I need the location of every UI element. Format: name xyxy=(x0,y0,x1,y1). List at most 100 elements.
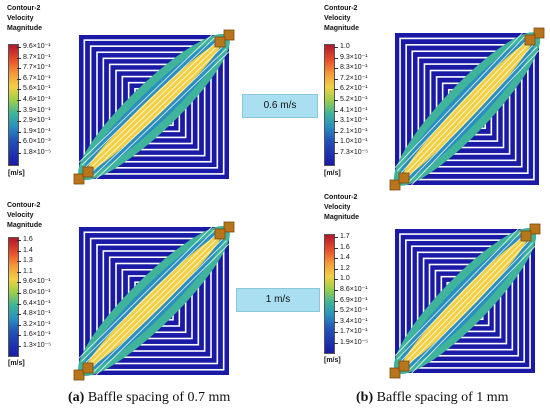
baffle-ring xyxy=(83,39,225,175)
jet-baffle-line xyxy=(408,242,534,371)
jet-baffle-line xyxy=(81,229,216,362)
jet-group xyxy=(393,228,537,374)
legend-title: Contour-2 Velocity Magnitude xyxy=(324,4,359,34)
caption-letter: (b) xyxy=(356,390,374,405)
velocity-contour-plot xyxy=(73,29,235,185)
baffle-ring xyxy=(89,45,219,169)
legend-tick-label: 6.0×10⁻³ xyxy=(16,137,51,148)
legend-tick-label: 1.2 xyxy=(333,264,368,275)
jet-baffle-line xyxy=(396,35,526,172)
baffle-ring xyxy=(96,51,212,163)
baffle-ring xyxy=(405,239,525,363)
jet-baffle-line xyxy=(95,243,230,376)
legend-tick-label: 1.4 xyxy=(16,246,51,257)
port-marker xyxy=(214,36,226,48)
legend-title-line: Velocity xyxy=(324,15,351,22)
legend-unit: [m/s] xyxy=(324,170,341,177)
port-marker xyxy=(73,173,85,185)
velocity-contour-plot xyxy=(389,27,545,191)
legend-tick-label: 3.4×10⁻¹ xyxy=(333,317,368,328)
legend-unit: [m/s] xyxy=(8,360,25,367)
legend-tick-label: 3.9×10⁻¹ xyxy=(16,106,51,117)
port-marker xyxy=(533,27,545,39)
legend-title-line: Velocity xyxy=(324,204,351,211)
jet-baffle-line xyxy=(92,240,227,373)
legend-unit: [m/s] xyxy=(8,170,25,177)
velocity-contour-plot xyxy=(389,223,541,379)
legend-tick-label: 5.2×10⁻¹ xyxy=(333,306,368,317)
velocity-contour-plot xyxy=(73,221,235,381)
legend-ticks: 9.6×10⁻¹ 8.7×10⁻¹ 7.7×10⁻¹ 6.7×10⁻¹ 5.6×10⁻¹… xyxy=(16,42,51,159)
legend-title: Contour-2 Velocity Magnitude xyxy=(324,193,359,223)
legend-tick-label: 5.6×10⁻¹ xyxy=(16,84,51,95)
baffle-ring xyxy=(429,69,505,149)
jet-baffle-line xyxy=(405,239,531,368)
port-marker xyxy=(529,223,541,235)
legend-tick-label: 1.6 xyxy=(16,235,51,246)
baffle-ring xyxy=(115,69,193,145)
jet-baffle-line xyxy=(393,32,523,169)
baffle-ring xyxy=(115,262,193,340)
jet-baffle-line xyxy=(411,49,541,186)
port-marker xyxy=(389,367,401,379)
legend-tick-label: 1.6×10⁻¹ xyxy=(16,330,51,341)
legend-tick-label: 5.2×10⁻¹ xyxy=(333,95,368,106)
legend-tick-label: 6.7×10⁻¹ xyxy=(16,74,51,85)
legend-title-line: Contour-2 xyxy=(7,202,41,209)
channel-wall xyxy=(393,31,541,187)
legend-tick-label: 9.3×10⁻¹ xyxy=(333,53,368,64)
legend-tick-label: 7.3×10⁻⁵ xyxy=(333,148,368,159)
legend-tick-label: 1.4 xyxy=(333,253,368,264)
legend-tick-label: 1.0 xyxy=(333,274,368,285)
caption-b: (b) Baffle spacing of 1 mm xyxy=(356,390,509,406)
jet-baffle-line xyxy=(86,42,222,172)
legend-ticks: 1.0 9.3×10⁻¹ 8.3×10⁻¹ 7.2×10⁻¹ 6.2×10⁻¹ 5.2×1… xyxy=(333,42,368,159)
legend-tick-label: 2.1×10⁻¹ xyxy=(333,127,368,138)
jet-baffle-line xyxy=(84,39,219,169)
jet-baffle-line xyxy=(411,245,536,374)
baffle-ring xyxy=(89,237,219,365)
legend-tick-label: 1.9×10⁻¹ xyxy=(16,127,51,138)
legend-title-line: Contour-2 xyxy=(324,5,358,12)
legend-tick-label: 1.3×10⁻⁵ xyxy=(16,341,51,352)
legend-title: Contour-2 Velocity Magnitude xyxy=(7,201,42,231)
legend-title: Contour-2 Velocity Magnitude xyxy=(7,4,42,34)
port-marker xyxy=(398,172,410,184)
baffle-ring xyxy=(411,50,523,168)
inlet-velocity-label: 1 m/s xyxy=(236,288,320,312)
port-marker xyxy=(524,34,536,46)
jet-baffle-line xyxy=(86,234,222,368)
legend-tick-label: 1.7 xyxy=(333,232,368,243)
legend-tick-label: 2.9×10⁻¹ xyxy=(16,116,51,127)
color-bar xyxy=(324,44,335,166)
legend-tick-label: 1.1 xyxy=(16,267,51,278)
jet-baffle-line xyxy=(78,226,213,359)
baffle-ring xyxy=(83,231,225,371)
channel-wall xyxy=(77,33,231,181)
jet-baffle-line xyxy=(83,231,219,365)
baffle-ring xyxy=(399,233,531,369)
legend-title-line: Magnitude xyxy=(7,222,42,229)
port-marker xyxy=(223,29,235,41)
legend-tick-label: 1.0×10⁻¹ xyxy=(333,137,368,148)
legend-tick-label: 9.6×10⁻¹ xyxy=(16,42,51,53)
legend-tick-label: 1.6 xyxy=(333,243,368,254)
legend-tick-label: 1.3 xyxy=(16,256,51,267)
legend-tick-label: 1.0 xyxy=(333,42,368,53)
legend-tick-label: 1.8×10⁻⁵ xyxy=(16,148,51,159)
baffle-ring xyxy=(422,257,508,345)
legend-tick-label: 7.2×10⁻¹ xyxy=(333,74,368,85)
port-marker xyxy=(214,228,226,240)
port-marker xyxy=(82,362,94,374)
caption-text: Baffle spacing of 0.7 mm xyxy=(84,390,231,405)
legend-ticks: 1.7 1.6 1.4 1.2 1.0 8.6×10⁻¹ 6.9×10⁻¹ 5.2×10⁻¹ 3… xyxy=(333,232,368,349)
legend-tick-label: 8.3×10⁻¹ xyxy=(333,63,368,74)
jet-baffle-line xyxy=(81,36,216,166)
jet-baffle-line xyxy=(89,237,225,371)
legend-tick-label: 6.9×10⁻¹ xyxy=(333,296,368,307)
jet-baffle-line xyxy=(399,38,529,175)
jet-baffle-line xyxy=(394,228,519,357)
legend-tick-label: 1.7×10⁻¹ xyxy=(333,327,368,338)
baffle-ring xyxy=(428,263,502,339)
jet-baffle-line xyxy=(405,43,535,180)
